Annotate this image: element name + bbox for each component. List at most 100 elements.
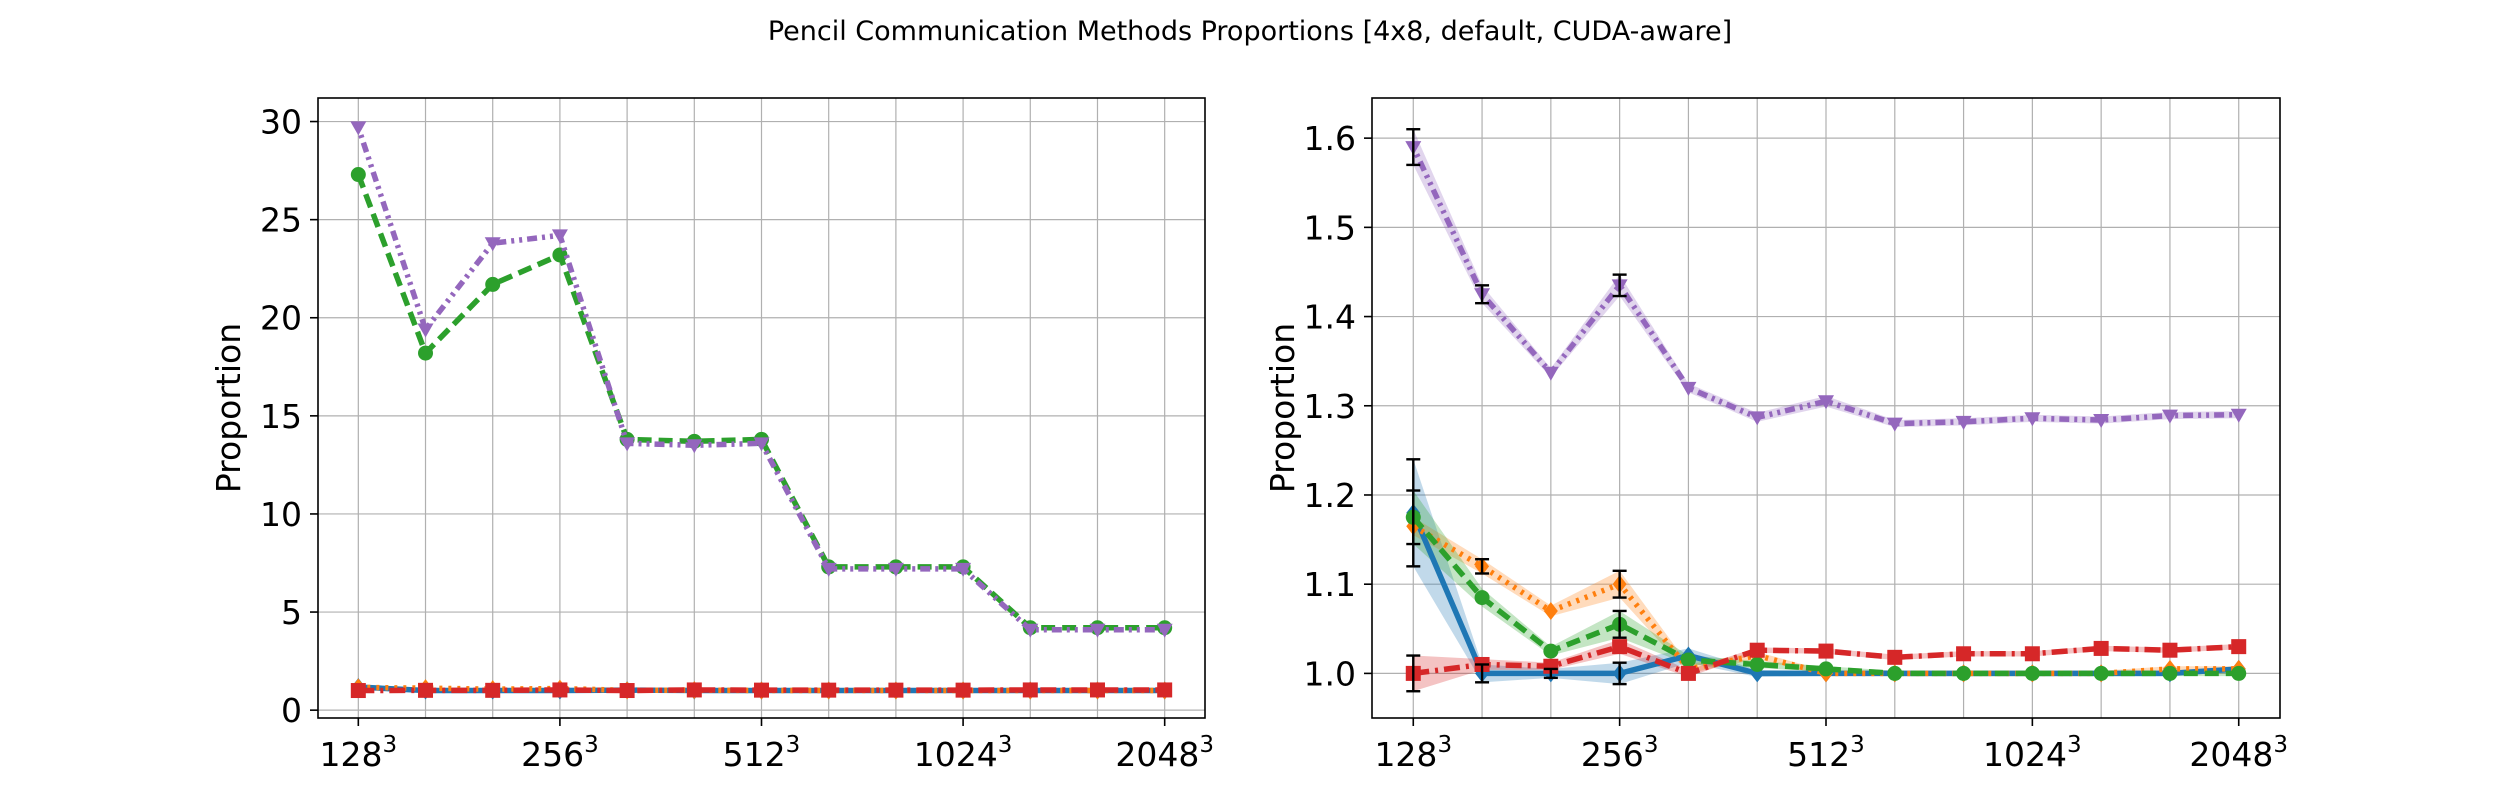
y-tick-label: 5 bbox=[281, 593, 302, 632]
data-point-red bbox=[1612, 639, 1628, 655]
data-point-purple bbox=[1886, 417, 1903, 432]
y-tick-label: 30 bbox=[260, 103, 302, 142]
data-point-purple bbox=[1680, 381, 1697, 396]
error-bar bbox=[1475, 558, 1490, 575]
error-bar bbox=[1406, 489, 1421, 546]
data-point-green bbox=[2231, 665, 2247, 681]
y-tick-label: 10 bbox=[260, 495, 302, 534]
data-point-green bbox=[350, 167, 366, 183]
data-point-green bbox=[485, 276, 501, 292]
data-point-purple bbox=[619, 437, 636, 452]
data-point-purple bbox=[887, 562, 904, 577]
error-bar bbox=[1406, 128, 1421, 167]
data-point-purple bbox=[2093, 414, 2110, 429]
x-tick-label: 20483 bbox=[1115, 732, 1214, 774]
x-tick-label: 1283 bbox=[319, 732, 397, 774]
data-point-red bbox=[888, 682, 904, 698]
data-point-red bbox=[2162, 642, 2178, 658]
error-bar bbox=[1612, 609, 1627, 639]
data-point-green bbox=[1543, 643, 1559, 659]
y-tick-label: 25 bbox=[260, 201, 302, 240]
data-point-purple bbox=[1542, 366, 1559, 381]
error-bar bbox=[1475, 663, 1490, 684]
y-tick-label: 1.3 bbox=[1304, 387, 1356, 426]
data-point-red bbox=[1157, 682, 1173, 698]
error-bar bbox=[1612, 569, 1627, 599]
data-point-red bbox=[955, 682, 971, 698]
data-point-purple bbox=[2230, 408, 2247, 423]
data-point-purple bbox=[2161, 409, 2178, 424]
x-tick-label: 20483 bbox=[2189, 732, 2288, 774]
data-point-red bbox=[1749, 642, 1765, 658]
data-point-green bbox=[1680, 652, 1696, 668]
y-tick-label: 1.5 bbox=[1304, 208, 1356, 247]
data-point-red bbox=[2093, 640, 2109, 656]
data-point-red bbox=[1089, 682, 1105, 698]
error-bar bbox=[1475, 284, 1490, 305]
error-bar bbox=[1543, 667, 1558, 680]
data-point-purple bbox=[955, 562, 972, 577]
data-point-purple bbox=[1089, 623, 1106, 638]
data-point-red bbox=[552, 682, 568, 698]
x-tick-label: 1283 bbox=[1374, 732, 1452, 774]
data-point-green bbox=[1887, 665, 1903, 681]
data-point-purple bbox=[753, 437, 770, 452]
data-point-red bbox=[1818, 643, 1834, 659]
data-point-purple bbox=[551, 229, 568, 244]
data-point-green bbox=[1956, 665, 1972, 681]
y-tick-label: 1.4 bbox=[1304, 298, 1356, 337]
data-point-purple bbox=[417, 323, 434, 338]
y-tick-label: 1.2 bbox=[1304, 476, 1356, 515]
data-point-purple bbox=[484, 237, 501, 252]
data-point-red bbox=[350, 683, 366, 699]
x-tick-label: 10243 bbox=[1983, 732, 2082, 774]
data-point-green bbox=[1749, 656, 1765, 672]
grid bbox=[318, 98, 1205, 718]
figure-title: Pencil Communication Methods Proportions… bbox=[768, 16, 1732, 47]
x-tick-label: 10243 bbox=[914, 732, 1013, 774]
y-axis-label: Proportion bbox=[209, 323, 248, 493]
data-point-red bbox=[1956, 646, 1972, 662]
data-point-red bbox=[754, 682, 769, 698]
data-point-green bbox=[1818, 661, 1834, 677]
data-point-green bbox=[1474, 590, 1490, 606]
error-bar bbox=[1612, 661, 1627, 686]
right-panel: 1.0 1.1 1.2 1.3 1.4 1.5 1.6 1283 2563 5123 10243 20… bbox=[1263, 97, 2288, 774]
data-point-purple bbox=[350, 121, 367, 136]
series-band-orange bbox=[1413, 517, 2239, 677]
data-point-purple bbox=[820, 562, 837, 577]
data-point-red bbox=[1022, 682, 1038, 698]
data-point-purple bbox=[1955, 415, 1972, 430]
x-tick-label: 2563 bbox=[1581, 732, 1659, 774]
left-panel: 0 5 10 15 20 25 30 1283 2563 5123 10243 20483 Propor… bbox=[209, 97, 1214, 774]
data-point-green bbox=[2024, 665, 2040, 681]
data-point-green bbox=[418, 345, 434, 361]
data-point-purple bbox=[1022, 623, 1039, 638]
data-point-purple bbox=[1749, 411, 1766, 426]
y-tick-label: 15 bbox=[260, 397, 302, 436]
y-tick-label: 0 bbox=[281, 691, 302, 730]
data-point-red bbox=[2231, 639, 2247, 655]
data-point-green bbox=[2093, 665, 2109, 681]
error-bar bbox=[1612, 273, 1627, 298]
data-point-red bbox=[2024, 646, 2040, 662]
data-point-red bbox=[619, 683, 635, 699]
error-bar bbox=[1406, 654, 1421, 693]
data-point-purple bbox=[686, 439, 703, 454]
data-point-purple bbox=[1818, 395, 1834, 410]
data-point-purple bbox=[2024, 412, 2041, 427]
y-tick-label: 1.6 bbox=[1304, 119, 1356, 158]
y-tick-label: 20 bbox=[260, 299, 302, 338]
data-point-purple bbox=[1156, 623, 1173, 638]
data-point-green bbox=[552, 247, 568, 263]
data-point-red bbox=[821, 682, 837, 698]
data-point-red bbox=[1680, 665, 1696, 681]
y-tick-label: 1.0 bbox=[1304, 654, 1356, 693]
data-point-orange bbox=[1543, 601, 1558, 620]
data-point-red bbox=[1887, 649, 1903, 665]
data-point-green bbox=[2162, 665, 2178, 681]
y-axis-label: Proportion bbox=[1263, 323, 1302, 493]
data-point-red bbox=[485, 682, 501, 698]
x-tick-label: 5123 bbox=[1787, 732, 1865, 774]
